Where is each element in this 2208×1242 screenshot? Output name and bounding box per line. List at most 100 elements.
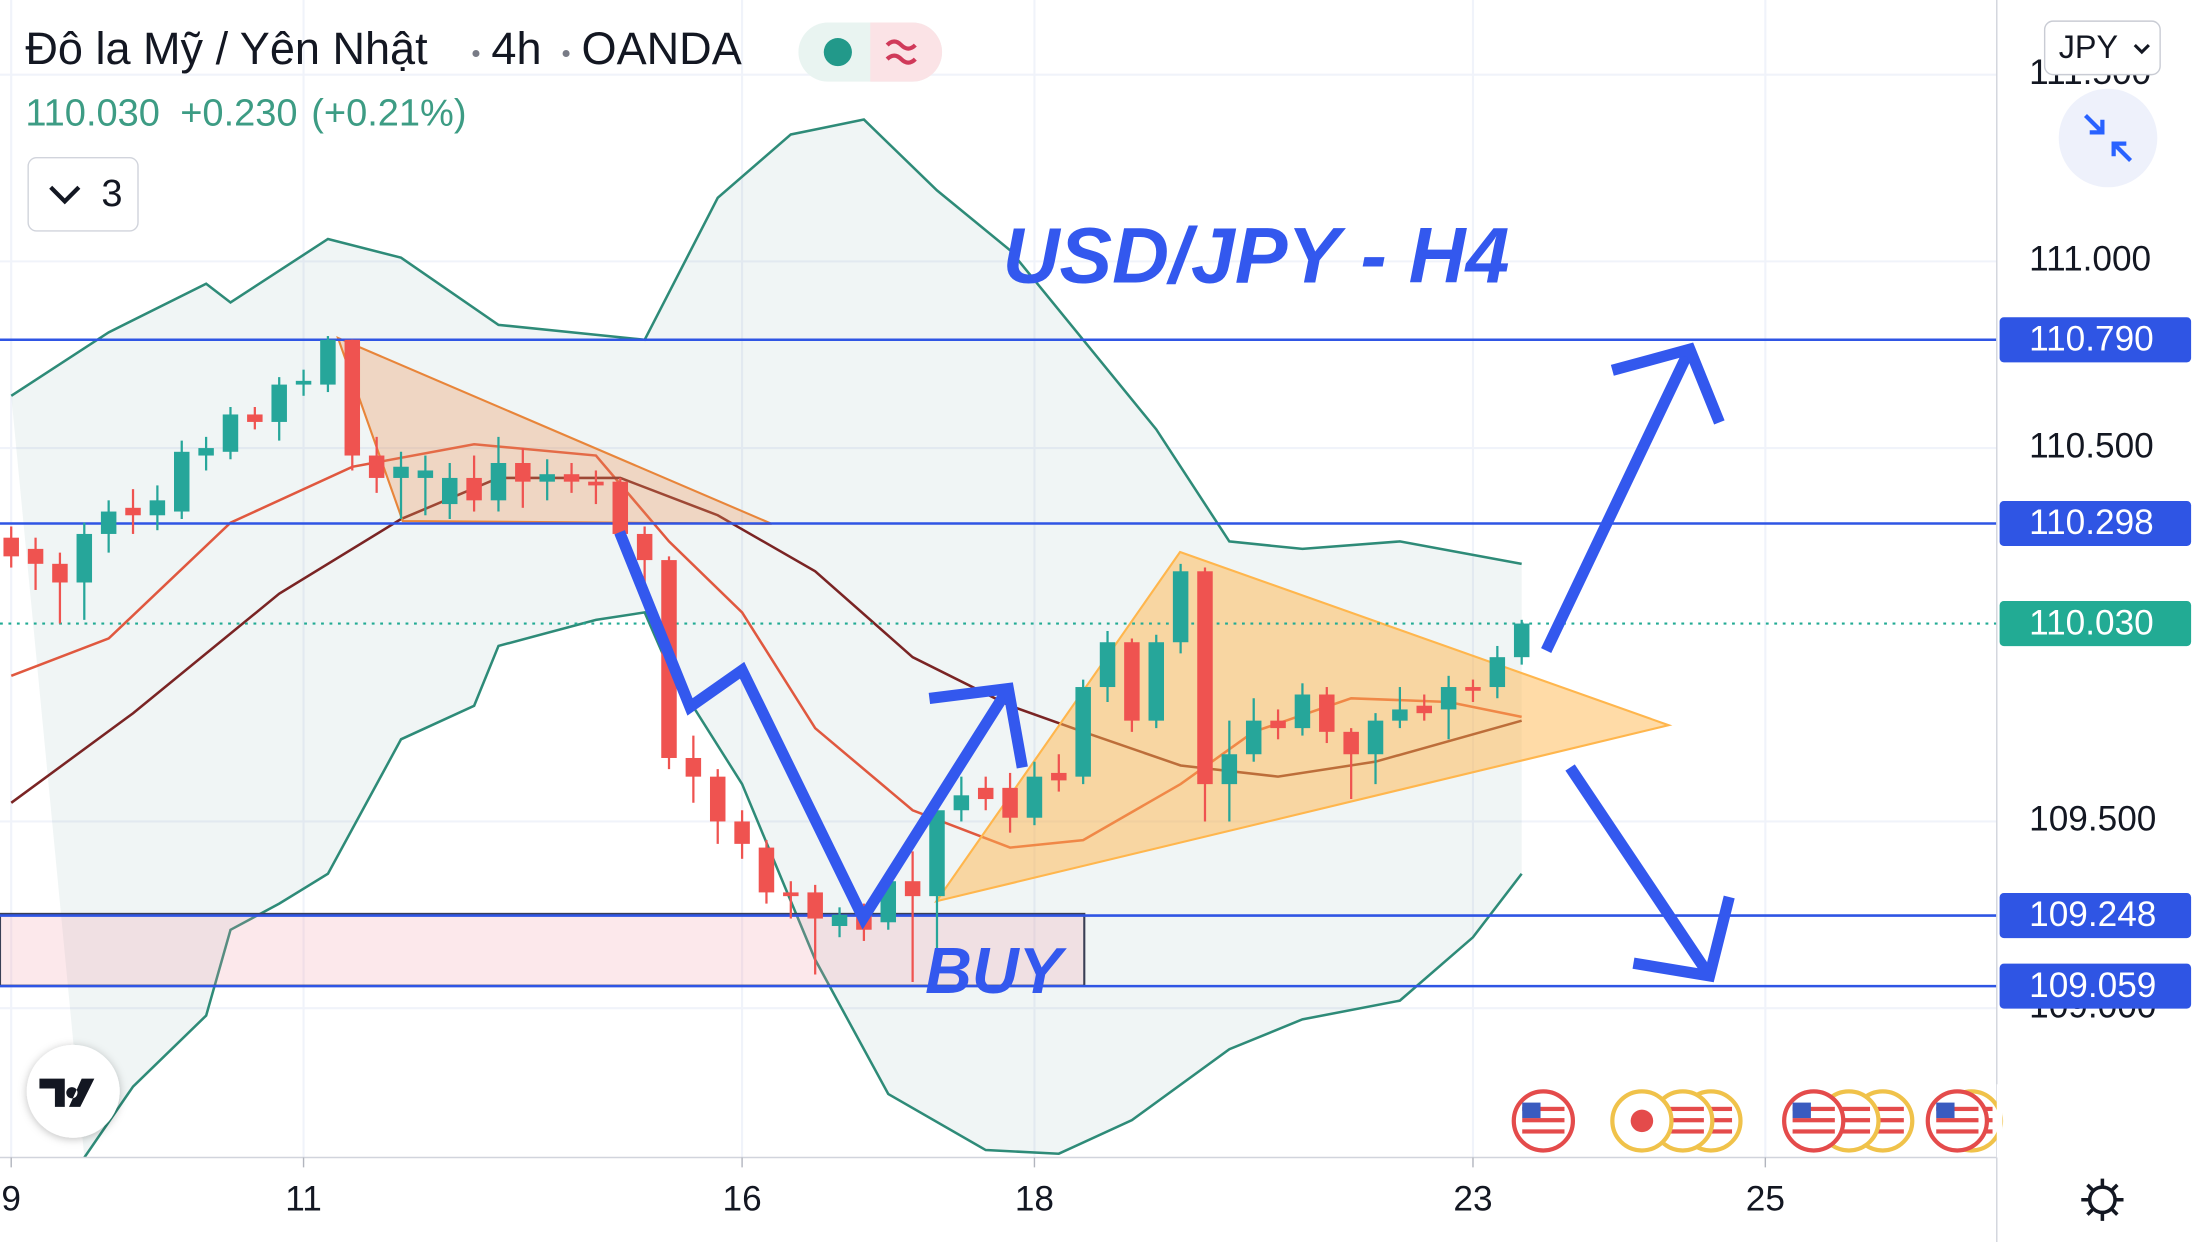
candle-body (1416, 705, 1432, 714)
candle-body (76, 533, 93, 583)
currency-button[interactable]: JPY (2043, 20, 2161, 76)
last-price: 110.030 (25, 93, 160, 135)
candle-body (929, 810, 945, 897)
candle-body (977, 787, 994, 800)
collapse-icon (2083, 113, 2133, 163)
price-change: +0.230 (180, 93, 297, 135)
separator (472, 49, 480, 58)
candle-body (490, 463, 507, 501)
candle-body (1489, 657, 1506, 688)
indicator-line (10, 118, 1522, 566)
candle-body (588, 481, 604, 486)
band-fill (11, 119, 1522, 1158)
candles (3, 336, 1530, 983)
y-tick-label: 109.500 (2029, 800, 2156, 839)
y-tick-label: 110.500 (2029, 426, 2154, 465)
exchange: OANDA (582, 23, 742, 74)
event-us (1925, 1089, 1990, 1153)
buy-zone (0, 912, 1086, 987)
candle-body (441, 477, 458, 505)
price-label-box (1999, 601, 2192, 647)
candle-body (52, 563, 68, 583)
candle-body (247, 414, 263, 422)
candle-body (515, 463, 531, 482)
x-tick-label: 23 (1453, 1179, 1492, 1218)
event-us (1511, 1089, 1576, 1153)
interval: 4h (491, 23, 541, 74)
grid (0, 0, 1997, 1158)
candle-body (953, 795, 970, 811)
candle-body (758, 847, 775, 893)
candle-body (636, 533, 653, 561)
logo-mark (39, 1078, 95, 1107)
x-tick-label: 11 (285, 1179, 322, 1218)
candle-body (1124, 642, 1140, 721)
candle-body (222, 414, 239, 452)
status-toggle[interactable] (798, 22, 943, 82)
candle-body (1465, 687, 1481, 691)
candle-body (1319, 694, 1335, 732)
candle-body (612, 481, 629, 534)
indicator-toggle[interactable]: 3 (27, 157, 139, 232)
candle-body (1075, 687, 1091, 777)
candle-body (344, 339, 361, 456)
currency: JPY (2059, 29, 2118, 65)
price-label-box (1999, 893, 2192, 939)
button-box (2043, 20, 2161, 76)
candle-body (1051, 772, 1067, 781)
candle-body (1270, 720, 1286, 729)
candle-body (125, 507, 141, 516)
candle-body (1172, 571, 1189, 643)
candle-body (685, 757, 702, 777)
candle-body (1440, 687, 1457, 710)
candle-body (3, 537, 19, 557)
arrow-head (928, 682, 1028, 769)
annotation-title: USD/JPY - H4 (1003, 212, 1510, 300)
arrows (614, 342, 1735, 983)
candle-body (149, 500, 166, 516)
candle-body (271, 384, 287, 422)
price-label-box (1999, 963, 2192, 1009)
chevron (2133, 43, 2150, 55)
candle-body (1245, 720, 1262, 755)
separator (562, 49, 570, 58)
candle-body (1026, 776, 1043, 818)
candle-body (734, 821, 750, 844)
symbol: Đô la Mỹ / Yên Nhật (25, 23, 428, 74)
status-dot (823, 38, 852, 67)
price-label: 110.790 (2029, 319, 2154, 358)
toggle-bg (870, 22, 943, 82)
candle-body (904, 881, 921, 897)
candle-body (1392, 709, 1408, 721)
candle-body (393, 466, 409, 478)
candle-body (783, 892, 799, 897)
candle-body (1099, 642, 1116, 688)
arrow (1541, 346, 1695, 653)
candle-body (1148, 642, 1165, 721)
logo[interactable] (26, 1044, 120, 1138)
event-us (1782, 1089, 1846, 1153)
price-change-pct: (+0.21%) (311, 93, 466, 135)
candle-body (320, 339, 336, 385)
price-labels: 110.790 110.298 109.248 109.059 110.030 (1999, 317, 2192, 1009)
candle-body (417, 470, 434, 478)
candle-body (563, 474, 580, 482)
settings-icon[interactable] (2081, 1178, 2124, 1221)
collapse-button[interactable] (2058, 88, 2158, 188)
event-jp (1610, 1089, 1674, 1153)
events (1511, 1084, 2004, 1158)
candle-body (1367, 720, 1384, 755)
price-label-box (1999, 500, 2192, 547)
x-tick-label: 25 (1746, 1179, 1785, 1218)
candle-body (807, 892, 823, 919)
candle-body (1197, 571, 1213, 785)
candle-body (1343, 731, 1359, 755)
arrow (1565, 764, 1715, 979)
button-bg (2058, 88, 2158, 188)
price-label: 110.298 (2029, 503, 2154, 542)
candle-body (27, 548, 44, 564)
candle-body (466, 477, 482, 501)
chevron (49, 185, 81, 205)
